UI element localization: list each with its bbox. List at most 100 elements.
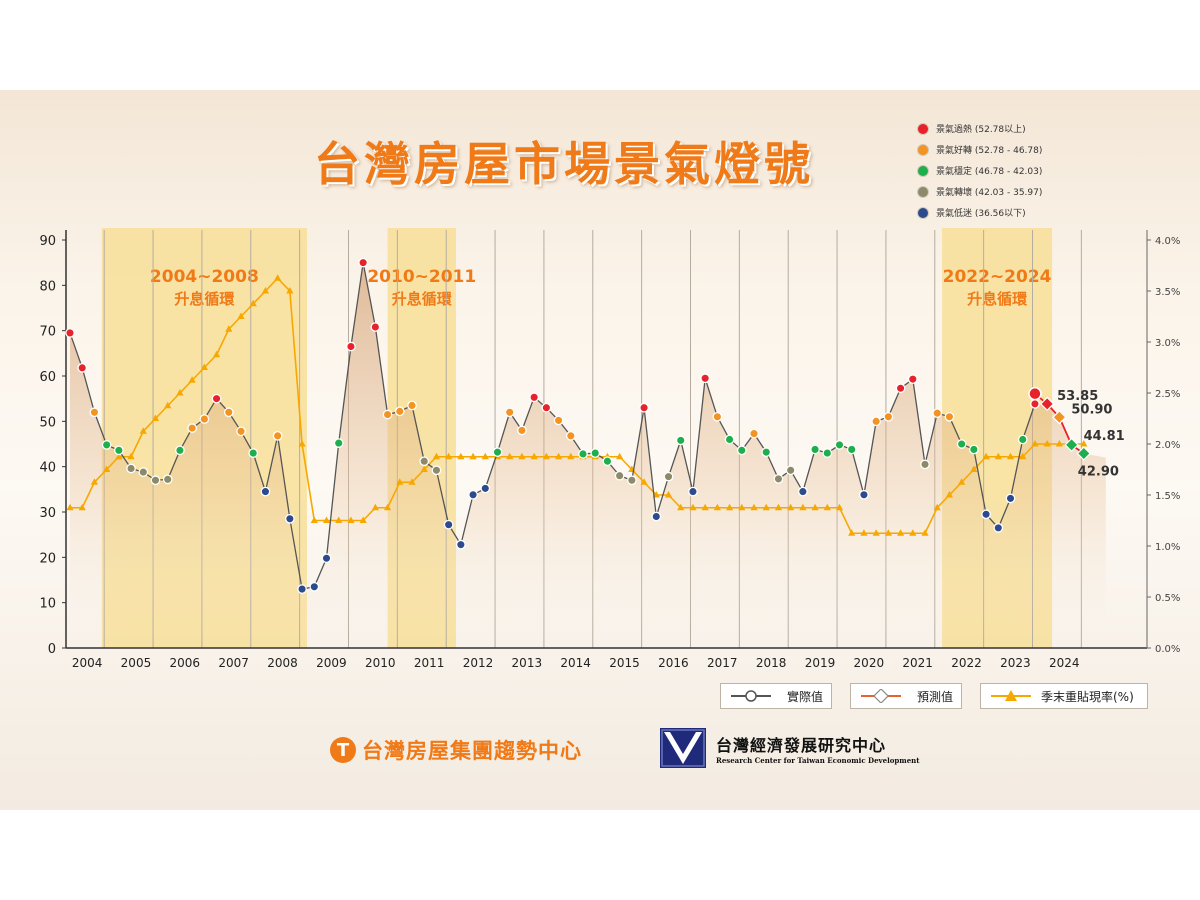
actual-point bbox=[932, 408, 943, 419]
band-range-label: 2004~2008 bbox=[150, 267, 259, 287]
actual-point bbox=[248, 448, 259, 458]
y2-tick-label: 4.0% bbox=[1155, 236, 1180, 247]
legend-actual-icon bbox=[731, 690, 771, 702]
status-dot-icon bbox=[918, 207, 928, 218]
y2-tick-label: 3.0% bbox=[1155, 338, 1180, 349]
x-tick-label: 2012 bbox=[463, 656, 494, 670]
research-center-name: 台灣經濟發展研究中心 bbox=[716, 735, 887, 755]
rate-point bbox=[310, 516, 318, 523]
actual-point bbox=[456, 539, 466, 550]
rate-point bbox=[1019, 452, 1027, 460]
status-legend-item: 景氣穩定 (46.78 - 42.03) bbox=[918, 160, 1042, 181]
x-tick-label: 2019 bbox=[805, 656, 836, 670]
rate-point bbox=[701, 503, 709, 511]
rate-point bbox=[408, 478, 416, 485]
status-legend-item: 景氣過熱 (52.78以上) bbox=[918, 118, 1042, 139]
actual-point bbox=[712, 411, 723, 422]
rate-point bbox=[322, 516, 331, 523]
footer-brand: T 台灣房屋集團趨勢中心 bbox=[330, 735, 582, 765]
rate-point bbox=[164, 401, 172, 409]
rate-point bbox=[66, 503, 74, 511]
actual-point bbox=[541, 402, 552, 413]
rate-point bbox=[286, 287, 294, 294]
status-legend-label: 景氣好轉 (52.78 - 46.78) bbox=[936, 146, 1043, 156]
legend-rate-icon bbox=[991, 690, 1031, 701]
x-tick-label: 2010 bbox=[365, 656, 396, 670]
rate-point bbox=[445, 452, 453, 460]
actual-point bbox=[468, 489, 478, 500]
rate-point bbox=[872, 529, 880, 536]
rate-point bbox=[677, 503, 685, 511]
actual-point bbox=[419, 456, 430, 467]
rate-point bbox=[738, 503, 746, 511]
y-tick-label: 60 bbox=[39, 370, 56, 385]
rate-point bbox=[909, 529, 917, 536]
actual-point bbox=[627, 475, 637, 486]
actual-point bbox=[590, 448, 601, 458]
rate-point bbox=[225, 325, 233, 332]
y2-tick-label: 1.0% bbox=[1155, 542, 1180, 553]
forecast-value-label: 50.90 bbox=[1071, 402, 1112, 417]
rate-point bbox=[103, 465, 111, 472]
legend-forecast-label: 預測值 bbox=[916, 689, 953, 704]
actual-point bbox=[956, 439, 967, 449]
actual-point bbox=[798, 486, 808, 497]
brand-logo-icon: T bbox=[330, 737, 356, 763]
actual-point bbox=[77, 362, 88, 373]
legend-forecast: 預測值 bbox=[850, 683, 962, 709]
actual-point bbox=[883, 411, 894, 422]
band-cycle-label: 升息循環 bbox=[392, 290, 453, 308]
y2-tick-label: 0.0% bbox=[1155, 644, 1180, 655]
x-tick-label: 2016 bbox=[658, 656, 689, 670]
rate-point bbox=[970, 465, 978, 472]
actual-point bbox=[443, 519, 454, 530]
rate-point bbox=[249, 299, 257, 307]
rate-point bbox=[274, 274, 282, 281]
rate-point bbox=[896, 529, 905, 536]
y2-tick-label: 2.5% bbox=[1155, 389, 1180, 400]
rate-point bbox=[151, 414, 160, 421]
chart-title: 台灣房屋市場景氣燈號 bbox=[314, 137, 814, 191]
rate-point bbox=[261, 287, 270, 294]
rate-point bbox=[664, 491, 673, 498]
actual-point bbox=[223, 407, 234, 418]
forecast-point bbox=[1028, 386, 1042, 401]
rate-point bbox=[212, 350, 221, 358]
actual-point bbox=[297, 584, 307, 594]
actual-point bbox=[370, 322, 381, 332]
research-center-subtitle: Research Center for Taiwan Economic Deve… bbox=[716, 755, 920, 765]
x-tick-label: 2008 bbox=[267, 656, 298, 670]
brand-name: 台灣房屋集團趨勢中心 bbox=[362, 739, 582, 763]
actual-point bbox=[969, 444, 979, 455]
actual-point bbox=[700, 373, 711, 384]
actual-point bbox=[162, 474, 173, 485]
actual-point bbox=[321, 553, 332, 564]
actual-point bbox=[871, 416, 882, 427]
rate-point bbox=[420, 465, 428, 472]
status-legend-item: 景氣好轉 (52.78 - 46.78) bbox=[918, 139, 1042, 160]
y-tick-label: 90 bbox=[39, 234, 56, 249]
actual-point bbox=[101, 440, 112, 450]
actual-point bbox=[358, 257, 368, 268]
forecast-point bbox=[1076, 446, 1092, 461]
legend-rate-label: 季末重貼現率(%) bbox=[1041, 689, 1134, 704]
actual-point bbox=[565, 430, 576, 441]
rate-point bbox=[811, 503, 819, 511]
rate-point bbox=[200, 363, 208, 370]
rate-point bbox=[945, 491, 954, 498]
y2-tick-label: 1.5% bbox=[1155, 491, 1180, 502]
actual-point bbox=[150, 475, 161, 486]
actual-point bbox=[822, 448, 833, 458]
rate-point bbox=[713, 503, 721, 511]
status-legend-label: 景氣低迷 (36.56以下) bbox=[936, 209, 1026, 219]
rate-point bbox=[298, 440, 306, 447]
band-range-label: 2022~2024 bbox=[943, 267, 1052, 287]
actual-point bbox=[1017, 434, 1028, 445]
y2-tick-label: 2.0% bbox=[1155, 440, 1180, 451]
rate-point bbox=[506, 452, 514, 460]
x-tick-label: 2005 bbox=[121, 656, 152, 670]
rate-point bbox=[481, 452, 489, 460]
actual-point bbox=[651, 511, 662, 522]
band-range-label: 2010~2011 bbox=[367, 267, 476, 287]
rate-point bbox=[371, 503, 379, 511]
